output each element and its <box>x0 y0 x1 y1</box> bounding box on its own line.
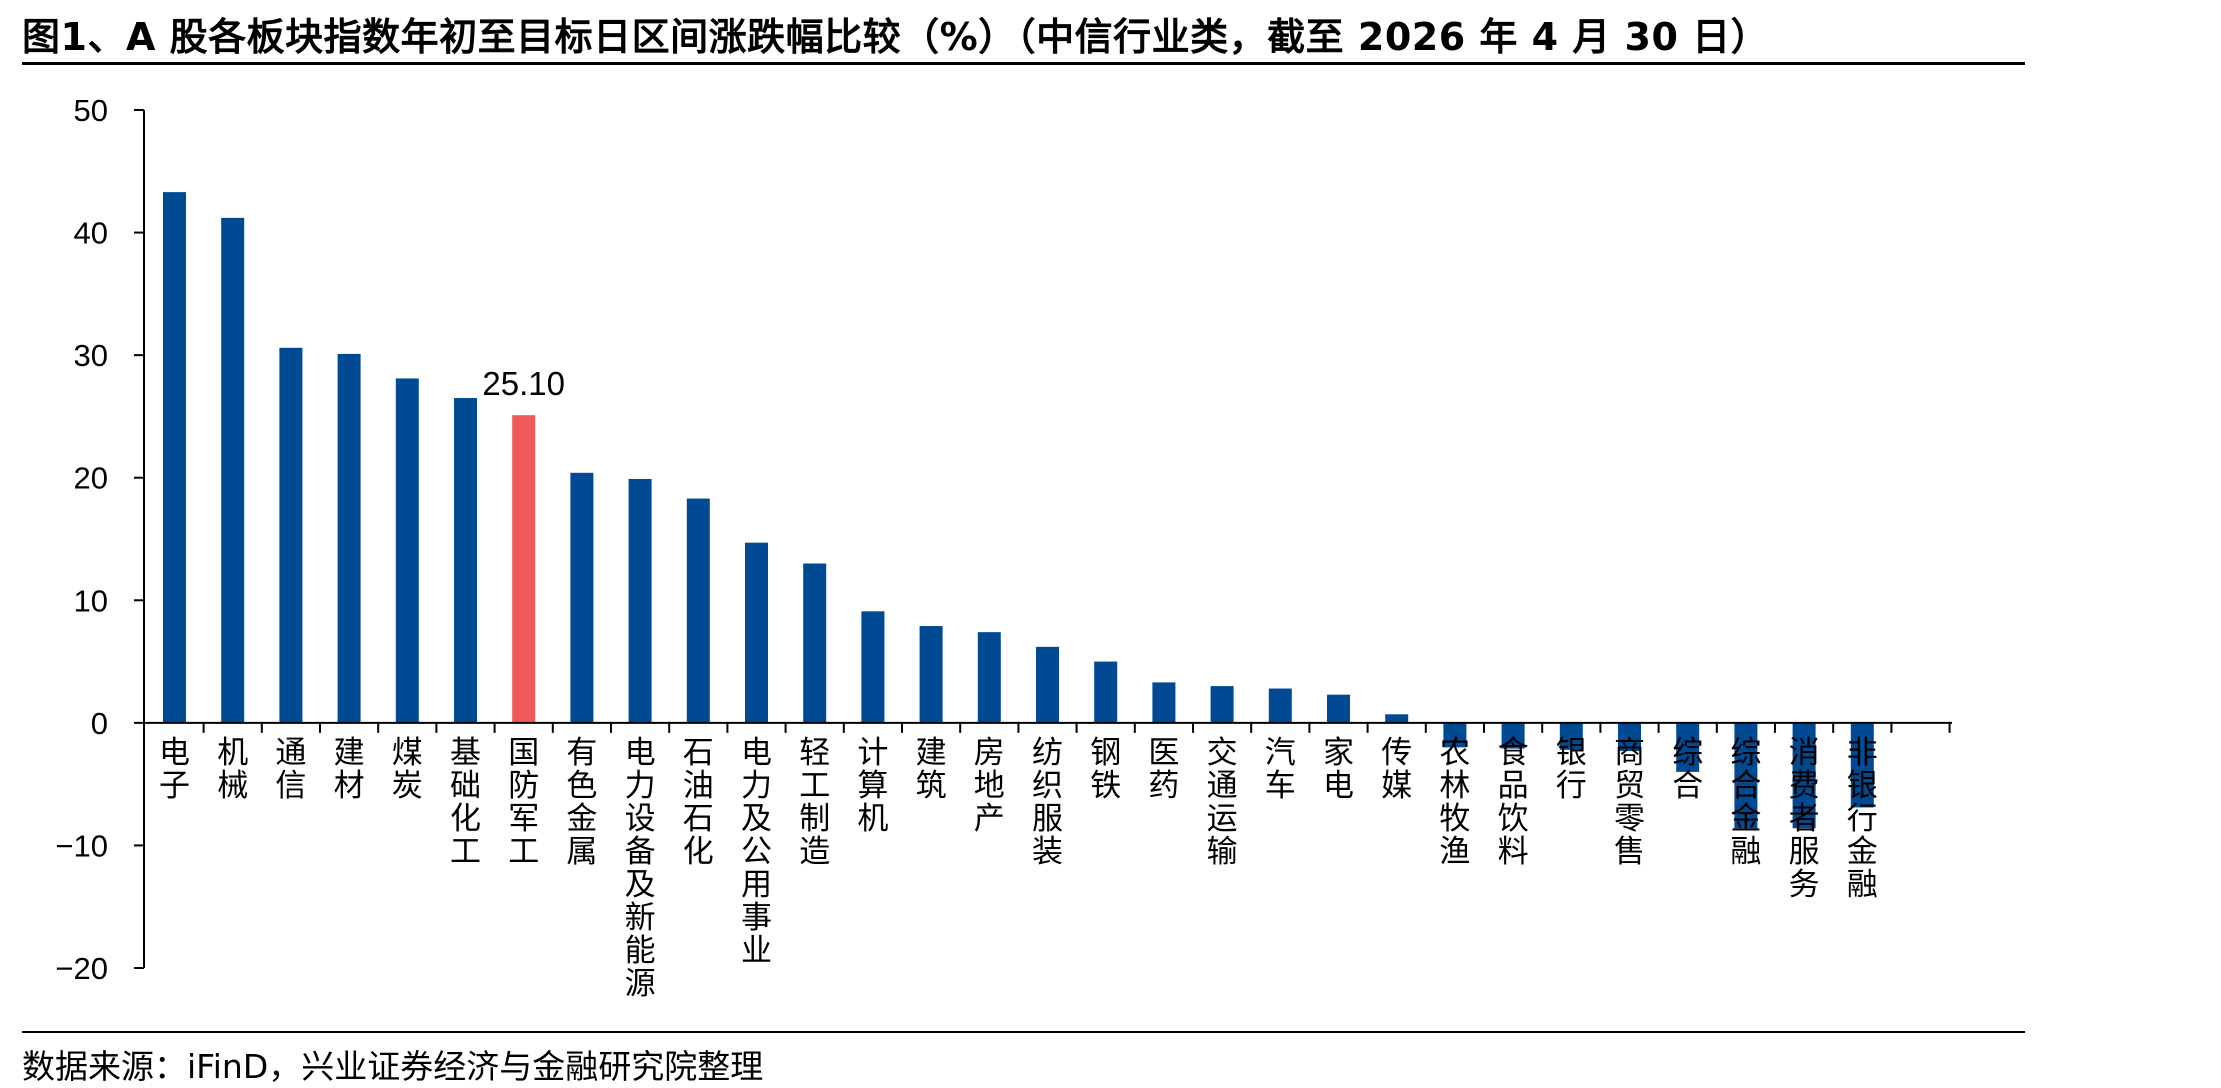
bar-电力设备及新能源 <box>628 478 652 723</box>
bar-房地产 <box>977 632 1001 723</box>
bar-煤炭 <box>395 378 419 723</box>
category-label-电力及公用事业: 电力及公用事业 <box>741 735 772 969</box>
bar-有色金属 <box>570 472 594 723</box>
category-label-医药: 医药 <box>1148 735 1179 804</box>
source-note: 数据来源：iFinD，兴业证券经济与金融研究院整理 <box>22 1047 764 1086</box>
category-label-传媒: 传媒 <box>1381 735 1412 804</box>
category-label-机械: 机械 <box>217 735 248 804</box>
axes-group <box>134 109 1952 969</box>
bar-交通运输 <box>1210 686 1234 723</box>
data-label-highlight: 25.10 <box>482 365 565 402</box>
y-tick-label: 50 <box>74 93 108 128</box>
category-label-农林牧渔: 农林牧渔 <box>1439 735 1470 870</box>
title-divider <box>22 62 2025 65</box>
category-label-钢铁: 钢铁 <box>1090 735 1121 804</box>
bar-计算机 <box>861 611 885 723</box>
category-label-非银行金融: 非银行金融 <box>1847 735 1878 903</box>
category-label-电力设备及新能源: 电力设备及新能源 <box>625 735 656 1002</box>
bar-农林牧渔 <box>1443 722 1467 748</box>
category-label-有色金属: 有色金属 <box>566 735 597 870</box>
bar-消费者服务 <box>1792 722 1816 829</box>
bar-银行 <box>1559 722 1583 750</box>
bar-通信 <box>279 347 303 723</box>
category-label-国防军工: 国防军工 <box>508 735 539 870</box>
category-label-电子: 电子 <box>159 735 190 804</box>
y-tick-label: −10 <box>55 828 108 863</box>
bar-轻工制造 <box>803 563 827 723</box>
footer-divider <box>22 1031 2025 1033</box>
bar-机械 <box>221 217 245 723</box>
bar-电子 <box>163 192 186 723</box>
category-label-纺织服装: 纺织服装 <box>1032 735 1063 870</box>
bar-钢铁 <box>1094 661 1118 723</box>
y-tick-label: 20 <box>74 461 108 496</box>
bar-国防军工 <box>512 415 536 723</box>
category-label-银行: 银行 <box>1556 735 1587 804</box>
category-label-轻工制造: 轻工制造 <box>799 735 830 870</box>
bar-非银行金融 <box>1850 722 1874 808</box>
y-tick-label: 40 <box>74 216 108 251</box>
category-label-消费者服务: 消费者服务 <box>1789 735 1820 903</box>
bar-汽车 <box>1268 688 1292 723</box>
bar-纺织服装 <box>1036 646 1059 723</box>
category-label-石油石化: 石油石化 <box>683 735 714 870</box>
bar-传媒 <box>1385 714 1409 723</box>
bar-建筑 <box>919 626 943 723</box>
y-tick-label: 0 <box>91 706 108 741</box>
category-label-综合: 综合 <box>1672 735 1703 804</box>
y-tick-label: 10 <box>74 583 108 618</box>
category-label-食品饮料: 食品饮料 <box>1498 735 1529 870</box>
category-label-汽车: 汽车 <box>1265 735 1296 804</box>
bar-食品饮料 <box>1501 722 1525 749</box>
category-label-通信: 通信 <box>275 735 306 804</box>
category-label-煤炭: 煤炭 <box>392 735 423 804</box>
bar-商贸零售 <box>1618 722 1641 752</box>
bar-医药 <box>1152 682 1176 723</box>
bar-家电 <box>1327 694 1350 723</box>
bar-建材 <box>337 353 361 723</box>
category-label-计算机: 计算机 <box>857 735 888 837</box>
bar-综合 <box>1676 722 1700 772</box>
bar-电力及公用事业 <box>745 542 768 723</box>
category-label-房地产: 房地产 <box>974 735 1005 837</box>
category-label-基础化工: 基础化工 <box>450 735 481 870</box>
category-label-商贸零售: 商贸零售 <box>1614 735 1645 870</box>
chart-title: 图1、A 股各板块指数年初至目标日区间涨跌幅比较（%）（中信行业类，截至 202… <box>22 15 1770 59</box>
bar-基础化工 <box>454 398 477 723</box>
category-label-交通运输: 交通运输 <box>1207 735 1238 870</box>
category-label-建筑: 建筑 <box>916 735 947 804</box>
bar-综合金融 <box>1734 722 1758 829</box>
y-tick-label: −20 <box>55 951 108 986</box>
category-label-建材: 建材 <box>334 735 365 804</box>
bars-group <box>163 192 1874 829</box>
y-tick-label: 30 <box>74 338 108 373</box>
category-label-家电: 家电 <box>1323 735 1354 804</box>
labels-group: 50403020100−10−20电子机械通信建材煤炭基础化工国防军工有色金属电… <box>55 93 1877 1002</box>
bar-石油石化 <box>686 498 710 723</box>
category-label-综合金融: 综合金融 <box>1730 735 1761 870</box>
